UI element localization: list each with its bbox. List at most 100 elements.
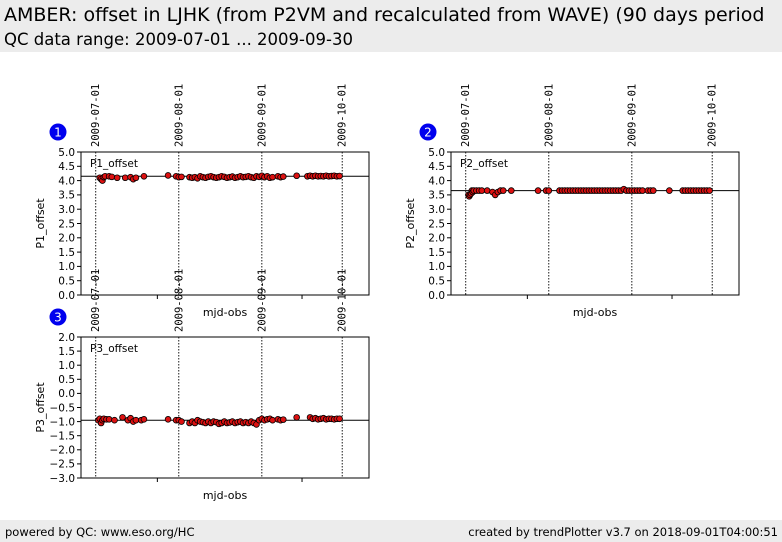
data-point [706,187,713,194]
data-point [269,416,276,424]
y-tick-label: 0.5 [58,374,75,386]
panel-number-label: 3 [54,310,62,324]
date-tick-label: 2009-10-01 [337,84,349,147]
data-point [336,415,343,423]
data-point [279,173,287,180]
y-tick-label: 2.0 [58,332,75,344]
y-tick-label: 1.0 [58,261,75,273]
date-tick-label: 2009-09-01 [626,84,638,147]
data-point [113,174,121,182]
y-tick-label: 2.5 [58,218,75,230]
chart-panel-3: 2009-07-01 2009-08-01 2009-09-01 2009-10-01… [34,269,370,502]
y-tick-label: 3.5 [58,190,75,202]
data-point [178,173,185,181]
y-tick-label: −2.0 [50,445,76,457]
y-tick-label: 4.0 [58,175,75,187]
data-point [132,416,140,424]
date-tick-label: 2009-10-01 [337,269,349,332]
plot-frame [80,336,370,479]
page-title: AMBER: offset in LJHK (from P2VM and rec… [4,4,765,26]
x-axis-label: mjd-obs [203,306,248,319]
data-point [499,187,507,194]
data-point [507,187,515,194]
date-tick-label: 2009-09-01 [256,84,268,147]
y-tick-label: 1.0 [58,360,75,372]
panel-number-badge [419,123,437,141]
data-point [140,173,148,180]
date-tick-label: 2009-07-01 [460,84,472,147]
y-tick-label: −0.5 [50,402,76,414]
data-point [111,416,118,424]
y-tick-label: 1.5 [58,247,75,259]
y-axis-label: P1_offset [34,198,47,249]
x-axis-label: mjd-obs [203,489,248,502]
data-point [121,174,129,182]
y-tick-label: 0.5 [428,276,445,288]
y-tick-label: 5.0 [428,147,445,159]
data-point [269,173,276,181]
panel-number-badge [49,308,67,326]
chart-panel-2: 2009-07-01 2009-08-01 2009-09-01 2009-10-01… [404,84,740,319]
data-point [293,414,300,421]
y-tick-label: 0.0 [428,290,445,302]
y-tick-label: 1.5 [428,247,445,259]
data-point [164,172,172,179]
chart-panel-1: 2009-07-01 2009-08-01 2009-09-01 2009-10-01… [34,84,370,319]
x-axis-label: mjd-obs [573,306,618,319]
y-tick-label: −1.0 [50,416,76,428]
data-point [164,416,172,423]
data-point [119,414,126,421]
data-point [178,418,185,425]
y-tick-label: 4.0 [428,175,445,187]
panel-name-label: P1_offset [90,158,138,170]
data-point [545,187,553,194]
date-tick-label: 2009-09-01 [256,269,268,332]
y-tick-label: 1.0 [428,261,445,273]
date-tick-label: 2009-08-01 [543,84,555,147]
y-tick-label: 4.5 [58,161,75,173]
date-tick-label: 2009-10-01 [707,84,719,147]
data-point [649,187,657,194]
header-bar: AMBER: offset in LJHK (from P2VM and rec… [0,0,782,52]
y-tick-label: 5.0 [58,147,75,159]
data-point [293,172,300,180]
date-tick-label: 2009-08-01 [173,84,185,147]
data-point [132,174,140,182]
panel-number-badge [49,123,67,141]
date-tick-label: 2009-08-01 [173,269,185,332]
data-point [483,187,491,194]
data-point [140,416,148,423]
footer-timestamp: created by trendPlotter v3.7 on 2018-09-… [468,525,778,539]
y-tick-label: 3.0 [58,204,75,216]
panel-number-label: 2 [424,125,432,139]
y-tick-label: 2.5 [428,218,445,230]
y-tick-label: −2.5 [50,459,76,471]
data-point [478,187,486,194]
panel-number-label: 1 [54,125,62,139]
footer-credit: powered by QC: www.eso.org/HC [5,525,195,539]
plot-frame [450,151,740,296]
y-tick-label: 0.0 [58,388,75,400]
panel-name-label: P3_offset [90,343,138,355]
data-point [534,187,542,194]
y-tick-label: −3.0 [50,473,76,485]
y-axis-label: P2_offset [404,198,417,249]
y-tick-label: 2.0 [428,233,445,245]
data-point [336,172,343,180]
data-point [279,416,287,423]
page-subtitle: QC data range: 2009-07-01 ... 2009-09-30 [4,30,353,49]
y-axis-label: P3_offset [34,382,47,433]
data-point [639,187,646,194]
date-tick-label: 2009-07-01 [90,269,102,332]
panel-name-label: P2_offset [460,158,508,170]
y-tick-label: 0.5 [58,276,75,288]
y-tick-label: 4.5 [428,161,445,173]
y-tick-label: 0.0 [58,290,75,302]
footer-bar: powered by QC: www.eso.org/HC created by… [0,520,782,542]
data-point [105,416,113,423]
y-tick-label: 3.5 [428,190,445,202]
y-tick-label: −1.5 [50,431,76,443]
data-point [108,173,116,181]
date-tick-label: 2009-07-01 [90,84,102,147]
